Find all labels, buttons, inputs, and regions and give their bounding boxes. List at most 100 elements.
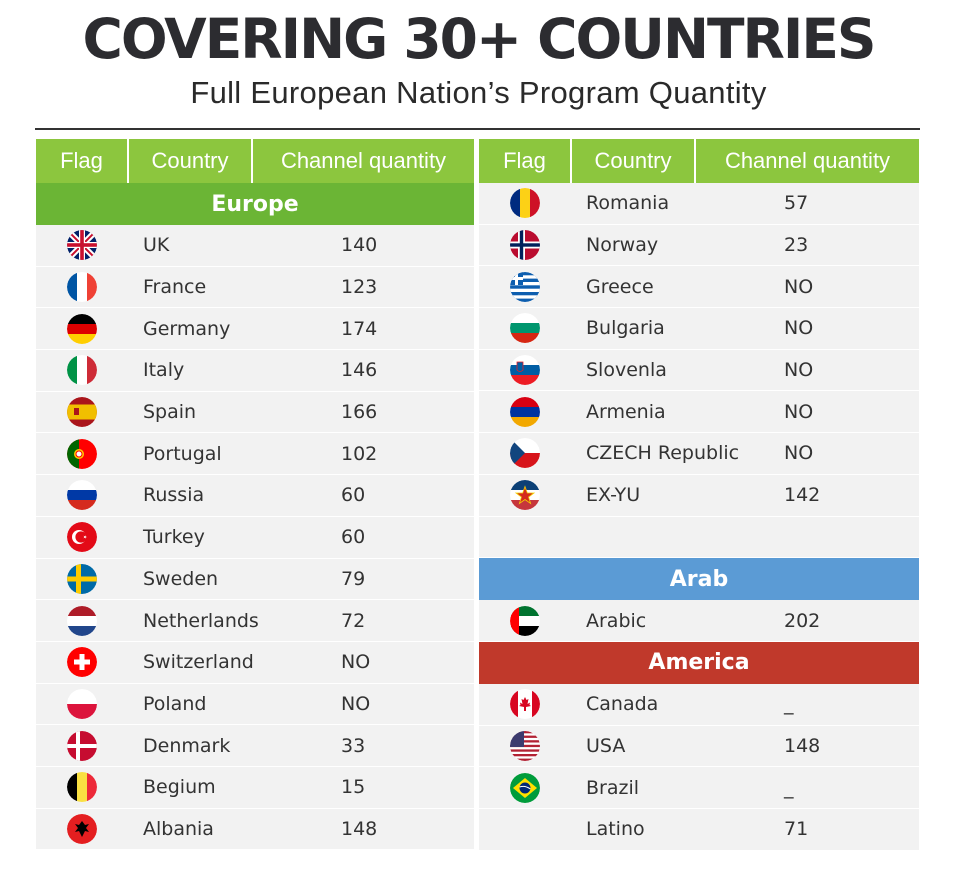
flag-cell — [36, 813, 127, 844]
country-name: Begium — [143, 776, 216, 799]
albania-flag-icon — [66, 813, 97, 844]
channel-quantity: NO — [341, 651, 371, 674]
section-arab: Arab — [479, 558, 919, 601]
belgium-flag-icon — [66, 772, 97, 803]
flag-cell — [36, 605, 127, 636]
header-flag: Flag — [36, 139, 127, 183]
denmark-flag-icon — [66, 730, 97, 761]
channel-quantity: _ — [784, 776, 794, 799]
flag-cell — [479, 480, 570, 511]
channel-quantity: NO — [784, 359, 814, 382]
country-name: Slovenla — [586, 359, 667, 382]
country-name: Netherlands — [143, 609, 259, 632]
divider — [35, 128, 920, 130]
header-channel-quantity: Channel quantity — [251, 139, 474, 183]
table-row: Slovenla NO — [479, 349, 919, 392]
flag-cell — [36, 688, 127, 719]
europe-rows-continued: Romania 57 Norway 23 Greece NO Bulgaria NO Slove… — [479, 183, 919, 517]
table-row: Denmark 33 — [36, 725, 474, 767]
country-name: Romania — [586, 192, 670, 215]
country-name: Albania — [143, 817, 214, 840]
flag-cell — [36, 397, 127, 428]
yugoslavia-flag-icon — [509, 480, 540, 511]
europe-rows: UK 140 France 123 Germany 174 Italy 146 Spain 166… — [36, 225, 474, 851]
table-row: Poland NO — [36, 683, 474, 726]
country-name: Greece — [586, 275, 654, 298]
channel-quantity: NO — [784, 400, 814, 423]
table-row: USA 148 — [479, 725, 919, 768]
channel-quantity: NO — [341, 692, 371, 715]
channel-quantity: 33 — [341, 734, 366, 757]
table-row: Bulgaria NO — [479, 308, 919, 350]
flag-cell — [36, 438, 127, 469]
spain-flag-icon — [66, 397, 97, 428]
table-row: EX-YU 142 — [479, 474, 919, 517]
channel-quantity: _ — [784, 693, 794, 716]
poland-flag-icon — [66, 688, 97, 719]
channel-quantity: 123 — [341, 276, 378, 299]
country-name: Latino — [586, 818, 645, 841]
channel-quantity: 148 — [341, 817, 378, 840]
slovenia-flag-icon — [509, 355, 540, 386]
section-europe: Europe — [36, 183, 474, 225]
flag-cell — [36, 272, 127, 303]
right-table: Flag Country Channel quantity Romania 57 N… — [479, 139, 919, 851]
channel-quantity: 15 — [341, 776, 366, 799]
country-name: EX-YU — [586, 484, 641, 507]
country-name: Turkey — [143, 526, 205, 549]
flag-cell — [36, 563, 127, 594]
italy-flag-icon — [66, 355, 97, 386]
channel-quantity: 142 — [784, 484, 821, 507]
flag-cell — [36, 522, 127, 553]
table-row: Canada _ — [479, 683, 919, 726]
netherlands-flag-icon — [66, 605, 97, 636]
flag-cell — [479, 313, 570, 344]
table-row: CZECH Republic NO — [479, 433, 919, 475]
channel-quantity: 23 — [784, 234, 809, 257]
country-name: USA — [586, 734, 626, 757]
table-row: Turkey 60 — [36, 516, 474, 559]
flag-cell — [479, 605, 570, 636]
header-flag: Flag — [479, 139, 570, 183]
channel-quantity: 202 — [784, 609, 821, 632]
channel-quantity: NO — [784, 275, 814, 298]
czech-flag-icon — [509, 438, 540, 469]
flag-cell — [479, 730, 570, 761]
country-name: Armenia — [586, 400, 666, 423]
armenia-flag-icon — [509, 396, 540, 427]
table-row: Portugal 102 — [36, 433, 474, 476]
table-header: Flag Country Channel quantity — [479, 139, 919, 183]
flag-cell — [36, 480, 127, 511]
country-name: Norway — [586, 234, 659, 257]
table-row: Romania 57 — [479, 183, 919, 225]
flag-cell — [36, 313, 127, 344]
country-name: Germany — [143, 317, 231, 340]
bulgaria-flag-icon — [509, 313, 540, 344]
table-row: Netherlands 72 — [36, 600, 474, 642]
germany-flag-icon — [66, 313, 97, 344]
greece-flag-icon — [509, 271, 540, 302]
section-america: America — [479, 641, 919, 684]
country-name: Arabic — [586, 609, 647, 632]
table-row: Norway 23 — [479, 224, 919, 267]
country-name: Italy — [143, 359, 185, 382]
flag-cell — [36, 772, 127, 803]
table-row-empty — [479, 516, 919, 559]
canada-flag-icon — [509, 689, 540, 720]
table-row: Armenia NO — [479, 391, 919, 434]
table-row: Sweden 79 — [36, 558, 474, 601]
table-row: Germany 174 — [36, 308, 474, 351]
sweden-flag-icon — [66, 563, 97, 594]
flag-cell — [36, 647, 127, 678]
channel-quantity: 140 — [341, 234, 378, 257]
country-name: Switzerland — [143, 651, 254, 674]
channel-quantity: 166 — [341, 401, 378, 424]
country-name: Bulgaria — [586, 317, 665, 340]
flag-cell — [479, 772, 570, 803]
table-row: Latino 71 — [479, 808, 919, 851]
flag-cell — [36, 230, 127, 261]
table-row: Russia 60 — [36, 475, 474, 517]
country-name: Denmark — [143, 734, 231, 757]
romania-flag-icon — [509, 188, 540, 219]
country-name: Spain — [143, 401, 197, 424]
